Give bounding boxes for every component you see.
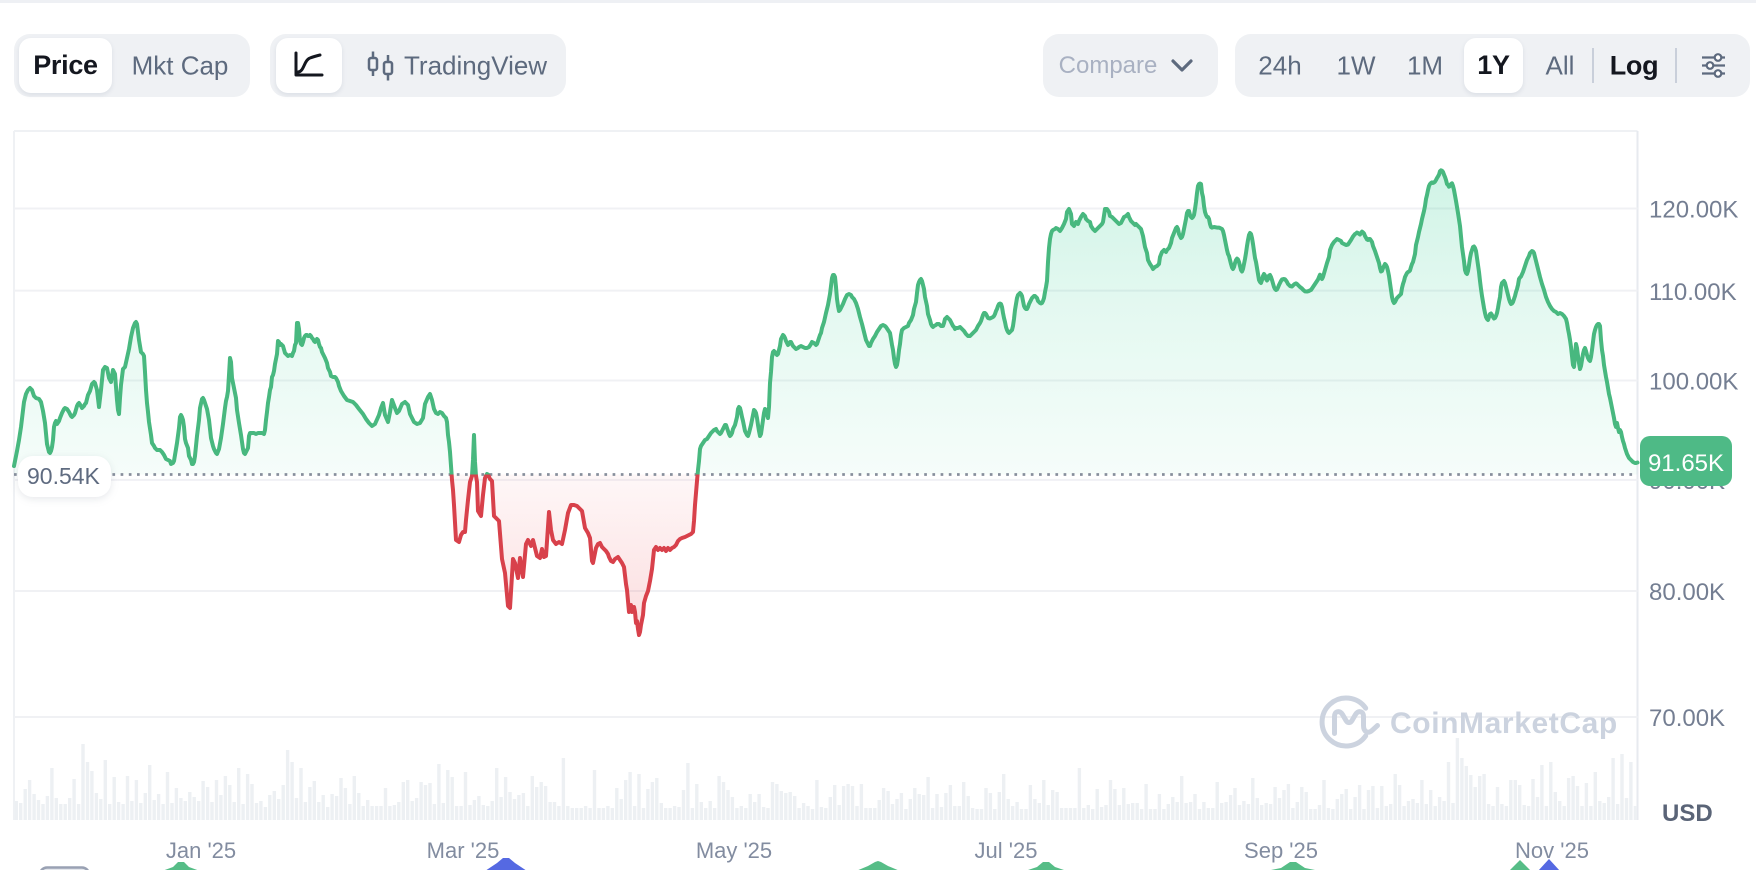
svg-text:Sep '25: Sep '25 (1244, 838, 1318, 863)
svg-text:70.00K: 70.00K (1649, 705, 1725, 732)
svg-text:120.00K: 120.00K (1649, 197, 1738, 224)
svg-text:Nov '25: Nov '25 (1515, 838, 1589, 863)
svg-text:Jul '25: Jul '25 (975, 838, 1038, 863)
svg-text:USD: USD (1662, 800, 1713, 827)
svg-text:Jan '25: Jan '25 (166, 838, 236, 863)
svg-text:110.00K: 110.00K (1649, 279, 1737, 306)
svg-text:May '25: May '25 (696, 838, 772, 863)
svg-text:100.00K: 100.00K (1649, 369, 1738, 396)
svg-text:90.54K: 90.54K (27, 463, 101, 489)
svg-text:80.00K: 80.00K (1649, 579, 1725, 606)
svg-text:Mar '25: Mar '25 (427, 838, 500, 863)
svg-text:91.65K: 91.65K (1648, 450, 1724, 477)
svg-text:CoinMarketCap: CoinMarketCap (1390, 707, 1618, 740)
